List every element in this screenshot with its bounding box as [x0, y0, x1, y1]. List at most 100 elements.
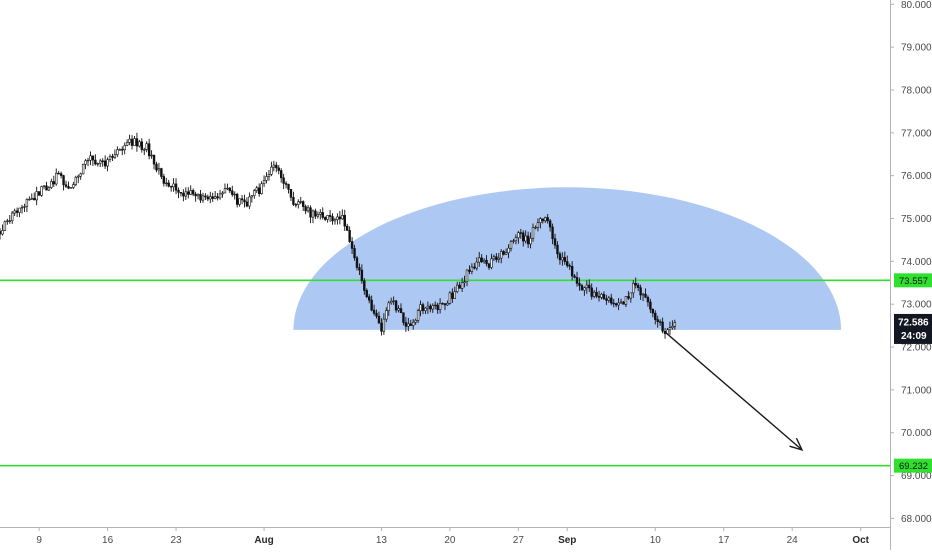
candle [84, 158, 87, 170]
candle-body [3, 221, 7, 231]
candle [597, 290, 601, 302]
candle-body [544, 217, 547, 222]
candle [529, 232, 532, 249]
candle-body [441, 303, 444, 305]
time-tick-label: 24 [787, 535, 799, 546]
bar-countdown: 24:09 [901, 331, 927, 342]
time-tick-label: Oct [852, 535, 869, 546]
candle [399, 303, 403, 314]
candle [18, 207, 21, 218]
candle [438, 298, 442, 314]
candle [500, 249, 503, 264]
candle [125, 139, 129, 147]
candle [199, 189, 202, 203]
candle-body [492, 256, 496, 260]
price-tick-label: 77.000 [901, 128, 932, 139]
candle-body [524, 235, 527, 242]
candle-body [355, 257, 359, 268]
candle-body [446, 303, 449, 306]
candle [172, 178, 175, 192]
candle-body [387, 302, 390, 311]
candle-body [199, 193, 202, 201]
time-tick-label: 9 [36, 535, 42, 546]
candle-body [360, 269, 364, 282]
candle-body [86, 159, 90, 162]
candle [99, 158, 102, 168]
candle-body [458, 284, 461, 289]
candle [106, 157, 109, 172]
candle [69, 187, 73, 189]
candle-body [336, 216, 339, 221]
candle [627, 291, 630, 300]
candle [204, 193, 207, 201]
candle-body [531, 227, 535, 239]
candle [289, 189, 293, 202]
candle [267, 170, 271, 181]
candle-body [238, 198, 241, 205]
candle-body [91, 155, 95, 161]
candle [179, 192, 183, 197]
price-tick-label: 73.000 [901, 300, 932, 311]
candle [326, 214, 329, 223]
candle-body [297, 201, 300, 205]
candle [25, 198, 29, 213]
candle-body [13, 210, 16, 214]
candle [94, 154, 97, 166]
candle-body [421, 304, 425, 311]
candle [33, 192, 36, 201]
candle [35, 186, 38, 206]
candle [13, 208, 16, 216]
candle [47, 186, 51, 191]
candle [86, 157, 90, 167]
candle-body [118, 149, 122, 151]
candle-body [301, 201, 305, 207]
candle [636, 282, 640, 292]
candle-body [412, 321, 415, 326]
candle-body [487, 263, 491, 268]
candle [407, 317, 410, 332]
candle-body [654, 312, 657, 320]
candle-body [257, 187, 261, 194]
last-price-box [894, 313, 932, 344]
candle [473, 262, 476, 270]
candle-body [270, 166, 273, 175]
candle-body [578, 283, 581, 286]
candle-body [20, 206, 24, 209]
candle [372, 304, 376, 316]
candle-body [42, 185, 46, 187]
candle [40, 185, 43, 197]
candle [446, 300, 449, 306]
candle-body [50, 181, 53, 188]
candle [502, 250, 505, 256]
candle [196, 193, 200, 200]
candle [299, 196, 302, 205]
candle [348, 226, 351, 243]
candle [416, 308, 420, 324]
last-price-marker: 72.586 24:09 [894, 313, 932, 344]
candle-body [465, 269, 469, 283]
candle-body [358, 267, 361, 271]
candle [248, 192, 251, 210]
candle-body [69, 187, 73, 189]
candle [551, 223, 554, 245]
candle-body [558, 253, 562, 261]
candle [522, 230, 525, 247]
candle [566, 255, 569, 268]
candle [81, 163, 85, 175]
candle-body [431, 305, 434, 310]
candle-body [52, 181, 55, 185]
candle-body [6, 220, 9, 222]
candle-body [534, 226, 537, 229]
candle-body [235, 193, 239, 205]
candle-body [174, 183, 178, 191]
candle [534, 225, 537, 230]
candle [622, 301, 625, 305]
candle [519, 228, 522, 239]
candle [463, 275, 466, 288]
candle [206, 194, 210, 202]
candle-body [419, 304, 422, 312]
candle [155, 161, 158, 173]
candle-body [55, 172, 58, 185]
